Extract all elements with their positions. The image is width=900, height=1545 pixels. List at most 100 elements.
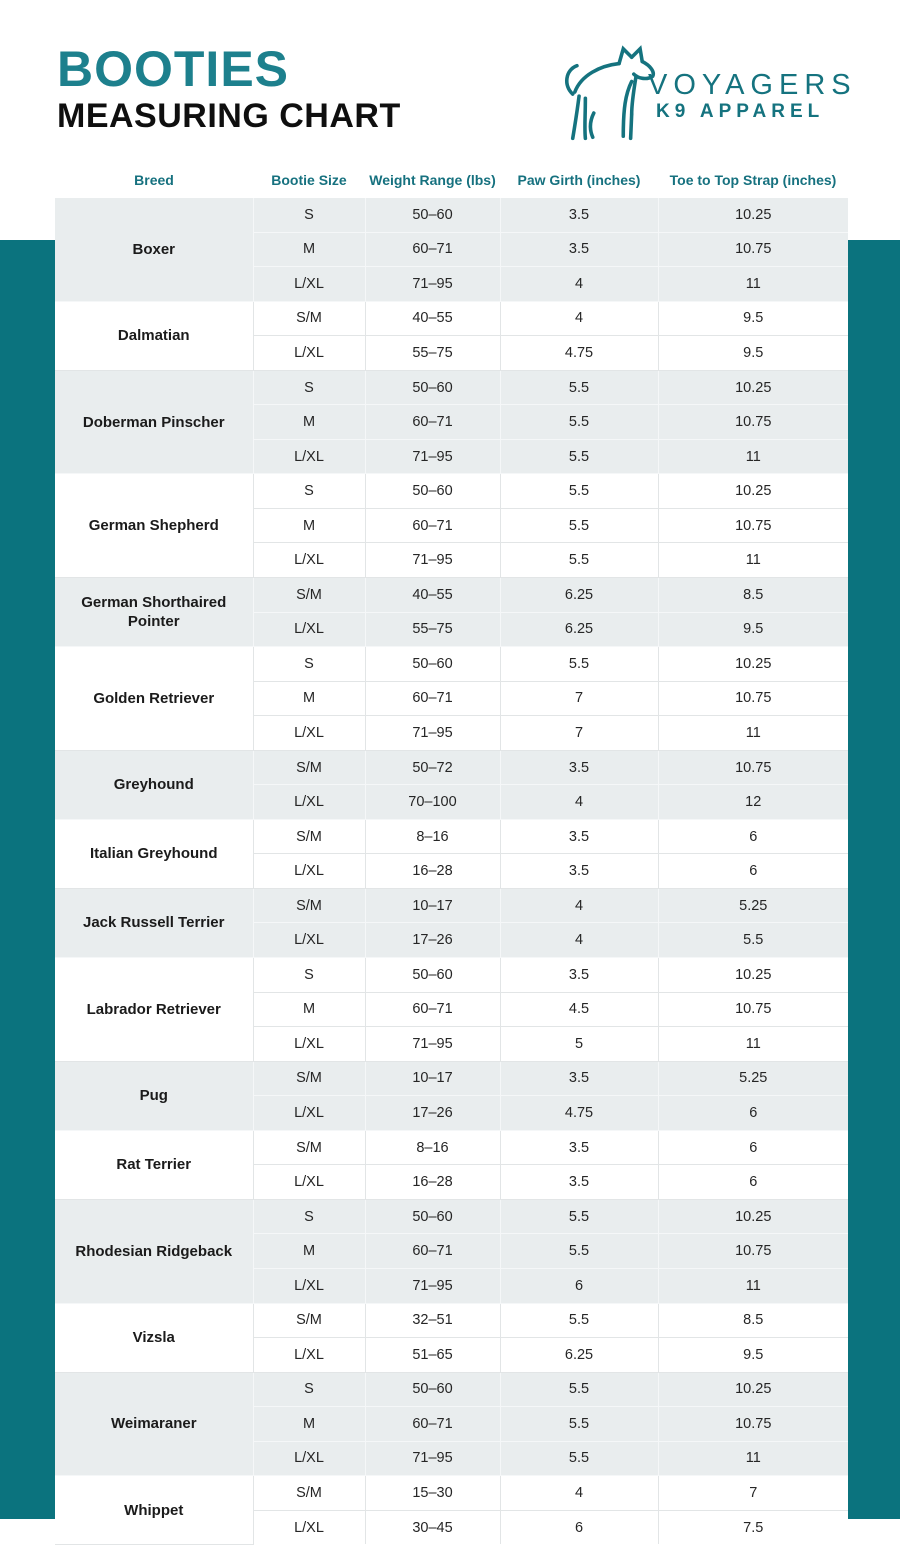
weight-range-cell: 60–71 xyxy=(364,507,501,544)
page-subtitle: MEASURING CHART xyxy=(57,97,401,135)
table-row: Vizsla S/M 32–51 5.5 8.5 xyxy=(55,1302,848,1373)
bootie-size-cell: S/M xyxy=(252,749,366,786)
column-header-weight-range: Weight Range (lbs) xyxy=(369,172,496,188)
paw-girth-cell: 5.5 xyxy=(499,438,659,475)
toe-to-top-strap-cell: 9.5 xyxy=(657,1337,848,1373)
table-row: L/XL 71–95 5.5 11 xyxy=(55,542,848,579)
paw-girth-cell: 5.5 xyxy=(499,542,659,579)
toe-to-top-strap-cell: 10.75 xyxy=(657,1233,848,1269)
toe-to-top-strap-cell: 5.5 xyxy=(657,922,848,959)
paw-girth-cell: 6 xyxy=(499,1509,659,1545)
weight-range-cell: 8–16 xyxy=(364,818,501,855)
paw-girth-cell: 6.25 xyxy=(499,1337,659,1373)
column-header-breed: Breed xyxy=(134,172,174,188)
brand-name-k9-apparel: K9 APPAREL xyxy=(656,101,825,122)
bootie-size-cell: L/XL xyxy=(252,715,366,751)
table-row: M 60–71 5.5 10.75 xyxy=(55,1233,848,1269)
weight-range-cell: 60–71 xyxy=(364,1406,501,1442)
dog-line-art-icon xyxy=(565,45,656,141)
weight-range-cell: 71–95 xyxy=(364,438,501,475)
toe-to-top-strap-cell: 11 xyxy=(657,1267,848,1304)
bootie-size-cell: S/M xyxy=(252,1060,366,1097)
paw-girth-cell: 5.5 xyxy=(499,1302,659,1339)
bootie-size-cell: L/XL xyxy=(252,438,366,475)
weight-range-cell: 50–60 xyxy=(364,1371,501,1408)
toe-to-top-strap-cell: 10.25 xyxy=(657,646,848,682)
toe-to-top-strap-cell: 9.5 xyxy=(657,335,848,371)
paw-girth-cell: 3.5 xyxy=(499,1164,659,1200)
paw-girth-cell: 3.5 xyxy=(499,231,659,268)
toe-to-top-strap-cell: 10.25 xyxy=(657,957,848,993)
table-row: Dalmatian S/M 40–55 4 9.5 xyxy=(55,300,848,371)
brand-logo: VOYAGERS K9 APPAREL xyxy=(558,38,858,148)
bootie-size-cell: S xyxy=(252,198,366,233)
weight-range-cell: 10–17 xyxy=(364,1060,501,1097)
bootie-size-cell: L/XL xyxy=(252,784,366,820)
weight-range-cell: 16–28 xyxy=(364,853,501,889)
brand-name-voyagers: VOYAGERS xyxy=(648,69,857,101)
table-row: Golden Retriever S 50–60 5.5 10.25 xyxy=(55,646,848,751)
toe-to-top-strap-cell: 6 xyxy=(657,1164,848,1200)
bootie-size-cell: S xyxy=(252,1198,366,1235)
breed-cell: Rhodesian Ridgeback xyxy=(55,1198,254,1304)
page-title-block: BOOTIES MEASURING CHART xyxy=(57,42,401,136)
weight-range-cell: 60–71 xyxy=(364,680,501,717)
bootie-size-cell: L/XL xyxy=(252,1509,366,1545)
table-row: L/XL 71–95 4 11 xyxy=(55,266,848,302)
toe-to-top-strap-cell: 7.5 xyxy=(657,1509,848,1545)
bootie-size-cell: S/M xyxy=(252,1129,366,1166)
weight-range-cell: 16–28 xyxy=(364,1164,501,1200)
paw-girth-cell: 5.5 xyxy=(499,1233,659,1269)
breed-cell: Jack Russell Terrier xyxy=(55,887,254,959)
table-row: M 60–71 4.5 10.75 xyxy=(55,991,848,1028)
paw-girth-cell: 4 xyxy=(499,266,659,302)
paw-girth-cell: 7 xyxy=(499,680,659,717)
bootie-size-cell: L/XL xyxy=(252,1337,366,1373)
table-row: L/XL 71–95 5.5 11 xyxy=(55,438,848,475)
paw-girth-cell: 5.5 xyxy=(499,473,659,509)
breed-cell: Italian Greyhound xyxy=(55,818,254,889)
weight-range-cell: 55–75 xyxy=(364,611,501,648)
paw-girth-cell: 3.5 xyxy=(499,1060,659,1097)
brand-name: VOYAGERS K9 APPAREL xyxy=(648,70,857,124)
table-row: Pug S/M 10–17 3.5 5.25 xyxy=(55,1060,848,1131)
toe-to-top-strap-cell: 11 xyxy=(657,438,848,475)
weight-range-cell: 50–60 xyxy=(364,369,501,406)
bootie-size-cell: L/XL xyxy=(252,1164,366,1200)
table-row: Jack Russell Terrier S/M 10–17 4 5.25 xyxy=(55,887,848,959)
bootie-size-cell: L/XL xyxy=(252,335,366,371)
paw-girth-cell: 6 xyxy=(499,1267,659,1304)
paw-girth-cell: 3.5 xyxy=(499,818,659,855)
breed-cell: Golden Retriever xyxy=(55,646,254,751)
toe-to-top-strap-cell: 11 xyxy=(657,542,848,579)
bootie-size-cell: S xyxy=(252,646,366,682)
bootie-size-cell: S/M xyxy=(252,1302,366,1339)
bootie-size-cell: L/XL xyxy=(252,1026,366,1062)
table-row: L/XL 71–95 5 11 xyxy=(55,1026,848,1062)
weight-range-cell: 71–95 xyxy=(364,266,501,302)
weight-range-cell: 15–30 xyxy=(364,1475,501,1511)
bootie-size-cell: L/XL xyxy=(252,922,366,959)
toe-to-top-strap-cell: 10.25 xyxy=(657,473,848,509)
table-row: German Shorthaired Pointer S/M 40–55 6.25 8.… xyxy=(55,577,848,648)
table-row: Rhodesian Ridgeback S 50–60 5.5 10.25 xyxy=(55,1198,848,1304)
bootie-size-cell: S/M xyxy=(252,577,366,613)
toe-to-top-strap-cell: 6 xyxy=(657,1129,848,1166)
toe-to-top-strap-cell: 10.75 xyxy=(657,231,848,268)
paw-girth-cell: 4.5 xyxy=(499,991,659,1028)
toe-to-top-strap-cell: 12 xyxy=(657,784,848,820)
toe-to-top-strap-cell: 9.5 xyxy=(657,611,848,648)
toe-to-top-strap-cell: 10.25 xyxy=(657,369,848,406)
weight-range-cell: 71–95 xyxy=(364,1267,501,1304)
toe-to-top-strap-cell: 10.75 xyxy=(657,749,848,786)
bootie-size-cell: M xyxy=(252,507,366,544)
weight-range-cell: 70–100 xyxy=(364,784,501,820)
table-row: L/XL 71–95 7 11 xyxy=(55,715,848,751)
toe-to-top-strap-cell: 10.75 xyxy=(657,507,848,544)
paw-girth-cell: 6.25 xyxy=(499,611,659,648)
paw-girth-cell: 5.5 xyxy=(499,369,659,406)
breed-cell: Whippet xyxy=(55,1475,254,1545)
table-row: M 60–71 3.5 10.75 xyxy=(55,231,848,268)
bootie-size-cell: M xyxy=(252,1406,366,1442)
weight-range-cell: 60–71 xyxy=(364,231,501,268)
